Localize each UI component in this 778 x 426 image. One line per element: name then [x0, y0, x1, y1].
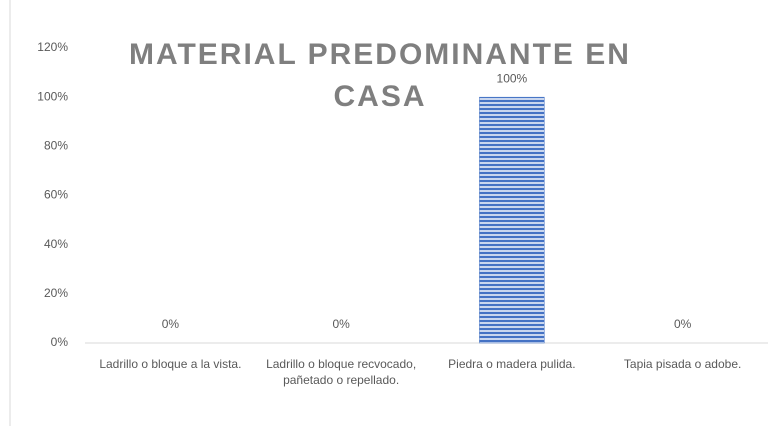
data-label: 0%	[332, 317, 350, 331]
data-label: 0%	[162, 317, 180, 331]
y-tick-label: 40%	[44, 237, 68, 251]
y-tick-label: 20%	[44, 286, 68, 300]
x-tick-label: Ladrillo o bloque a la vista.	[99, 357, 242, 371]
data-label: 0%	[674, 317, 692, 331]
y-tick-label: 100%	[37, 89, 68, 103]
x-tick-label: Tapia pisada o adobe.	[623, 357, 742, 371]
chart-title: MATERIAL PREDOMINANTE EN CASA	[129, 38, 631, 113]
y-tick-label: 80%	[44, 139, 68, 153]
y-tick-label: 120%	[37, 40, 68, 54]
y-tick-label: 0%	[51, 335, 69, 349]
data-label: 100%	[497, 71, 528, 85]
y-tick-label: 60%	[44, 188, 68, 202]
bar	[479, 96, 545, 344]
x-tick-label: Ladrillo o bloque recvocado, pañetado o …	[266, 357, 417, 387]
x-tick-label: Piedra o madera pulida.	[448, 357, 576, 371]
